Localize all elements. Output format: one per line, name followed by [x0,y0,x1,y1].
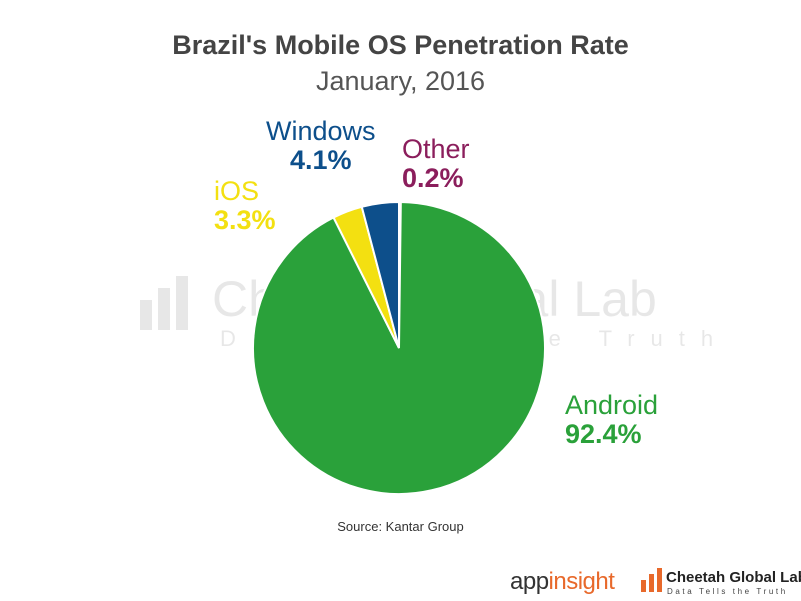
chart-subtitle: January, 2016 [315,66,486,96]
label-android: Android 92.4% [565,392,658,448]
footer: appinsight Cheetah Global Lab Data Tells… [0,560,801,601]
label-other-value: 0.2% [402,163,464,193]
watermark-logo-bar [140,300,152,330]
source-note: Source: Kantar Group [337,519,464,534]
label-android-value: 92.4% [565,419,642,449]
watermark-logo-bar [176,276,188,330]
appinsight-logo-app: app [510,568,549,595]
label-ios: iOS 3.3% [214,178,276,234]
chart-title: Brazil's Mobile OS Penetration Rate [172,30,629,60]
label-windows-value: 4.1% [289,145,352,175]
cheetah-logo-name: Cheetah Global Lab [666,569,801,586]
label-windows: Windows 4.1% [266,118,376,174]
label-ios-name: iOS [214,176,260,206]
label-windows-name: Windows [266,116,376,146]
label-other: Other 0.2% [402,136,470,192]
label-android-name: Android [565,390,659,420]
appinsight-logo-insight: insight [548,568,615,595]
cheetah-logo-tagline: Data Tells the Truth [667,587,788,596]
pie-slice-windows [360,200,400,349]
label-other-name: Other [402,134,470,164]
cheetah-logo-icon [641,568,662,592]
watermark-logo-bar [158,288,170,330]
label-ios-value: 3.3% [214,205,276,235]
appinsight-logo: appinsight [510,568,615,596]
